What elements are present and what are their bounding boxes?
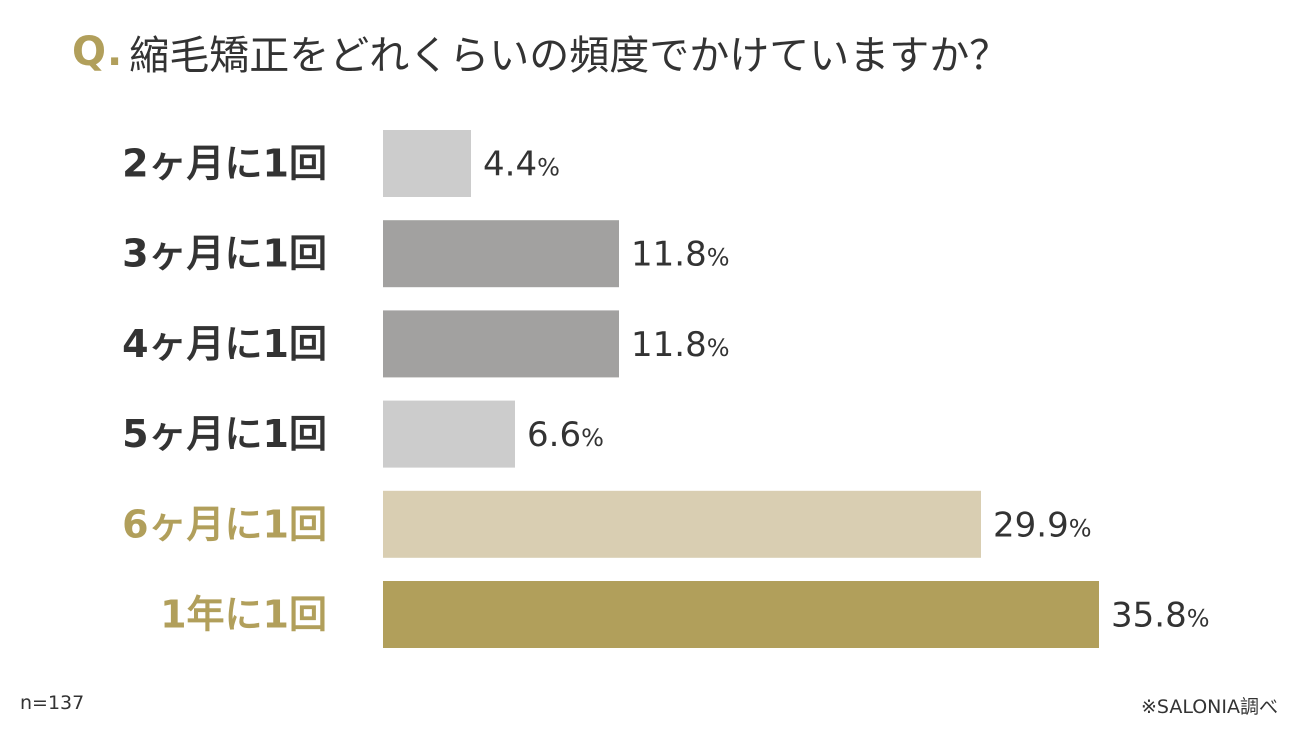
source-note: ※SALONIA調べ xyxy=(1140,696,1278,718)
category-label: 3ヶ月に1回 xyxy=(122,232,327,276)
bar xyxy=(383,490,981,558)
value-label: 4.4% xyxy=(483,145,560,185)
chart-title: Q. 縮毛矯正をどれくらいの頻度でかけていますか？ xyxy=(72,22,1009,82)
bar xyxy=(383,130,471,197)
sample-size-note: n=137 xyxy=(20,692,85,714)
category-label: 2ヶ月に1回 xyxy=(122,142,327,186)
bar xyxy=(383,310,619,378)
question-text: 縮毛矯正をどれくらいの頻度でかけていますか？ xyxy=(129,33,1010,79)
bar xyxy=(383,581,1099,648)
value-label: 11.8% xyxy=(631,325,730,365)
value-label: 6.6% xyxy=(527,415,604,455)
category-label: 4ヶ月に1回 xyxy=(122,322,327,366)
category-label: 5ヶ月に1回 xyxy=(122,412,327,456)
category-label: 6ヶ月に1回 xyxy=(122,502,327,546)
value-label: 11.8% xyxy=(631,235,730,275)
bar xyxy=(383,400,515,468)
bar xyxy=(383,220,619,288)
category-label: 1年に1回 xyxy=(160,593,327,637)
value-label: 35.8% xyxy=(1111,596,1210,636)
question-prefix: Q. xyxy=(72,29,124,75)
value-label: 29.9% xyxy=(993,505,1092,545)
